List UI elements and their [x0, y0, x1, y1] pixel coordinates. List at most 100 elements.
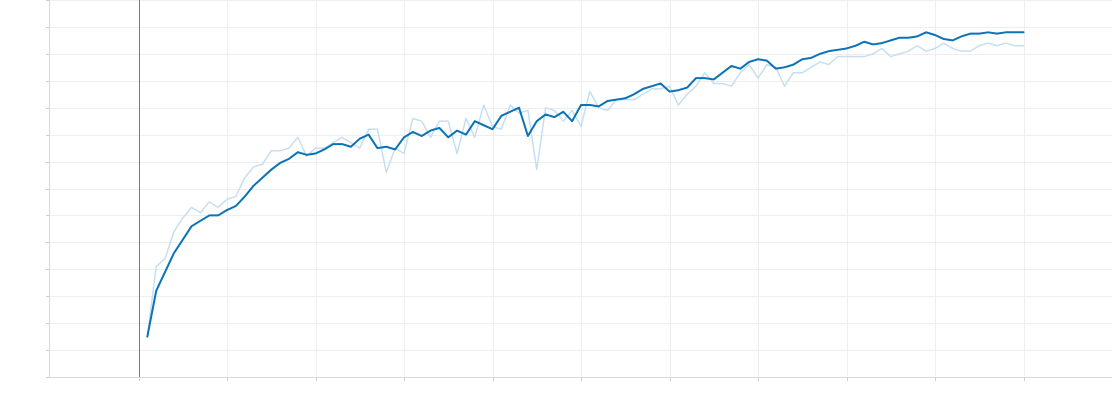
- smoothed-data-point: [253, 185, 254, 186]
- smoothed-data-point: [545, 114, 546, 115]
- smoothed-data-point: [598, 106, 599, 107]
- smoothed-data-point: [306, 154, 307, 155]
- raw-data-point: [890, 56, 891, 57]
- raw-data-point: [651, 88, 652, 89]
- grid-layer: [50, 0, 1112, 378]
- raw-data-point: [766, 64, 767, 65]
- raw-series-line: [146, 42, 1025, 338]
- raw-data-point: [961, 51, 962, 52]
- smoothed-data-point: [881, 42, 882, 43]
- smoothed-data-point: [386, 146, 387, 147]
- smoothed-data-point: [403, 137, 404, 138]
- raw-data-point: [740, 72, 741, 73]
- smoothed-data-point: [1014, 32, 1015, 33]
- raw-data-point: [430, 137, 431, 138]
- raw-data-point: [828, 64, 829, 65]
- raw-data-point: [864, 56, 865, 57]
- smoothed-data-point: [244, 196, 245, 197]
- smoothed-data-point: [864, 41, 865, 42]
- smoothed-data-point: [448, 137, 449, 138]
- raw-data-point: [757, 77, 758, 78]
- raw-data-point: [377, 129, 378, 130]
- raw-data-point: [527, 110, 528, 111]
- raw-data-point: [545, 107, 546, 108]
- smoothed-data-point: [722, 72, 723, 73]
- smoothed-data-point: [173, 253, 174, 254]
- smoothed-data-point: [359, 138, 360, 139]
- raw-data-point: [642, 94, 643, 95]
- raw-data-point: [536, 169, 537, 170]
- smoothed-data-point: [430, 130, 431, 131]
- smoothed-data-point: [731, 65, 732, 66]
- smoothed-data-point: [324, 149, 325, 150]
- smoothed-data-point: [1005, 32, 1006, 33]
- smoothed-data-point: [580, 104, 581, 105]
- raw-data-point: [235, 196, 236, 197]
- raw-data-point: [209, 201, 210, 202]
- smoothed-data-point: [527, 135, 528, 136]
- smoothed-data-point: [926, 32, 927, 33]
- smoothed-data-point: [492, 129, 493, 130]
- smoothed-data-point: [828, 51, 829, 52]
- raw-data-point: [899, 53, 900, 54]
- smoothed-data-point: [872, 44, 873, 45]
- raw-data-point: [634, 99, 635, 100]
- raw-data-point: [695, 86, 696, 87]
- smoothed-data-point: [182, 239, 183, 240]
- raw-data-point: [811, 67, 812, 68]
- smoothed-data-point: [642, 88, 643, 89]
- axis-layer: [46, 0, 1112, 381]
- raw-data-point: [943, 42, 944, 43]
- series-layer: [146, 31, 1025, 338]
- smoothed-data-point: [421, 135, 422, 136]
- raw-data-point: [448, 121, 449, 122]
- raw-data-point: [793, 72, 794, 73]
- raw-data-point: [970, 51, 971, 52]
- raw-data-point: [510, 104, 511, 105]
- smoothed-data-point: [297, 152, 298, 153]
- smoothed-data-point: [988, 32, 989, 33]
- raw-data-point: [457, 153, 458, 154]
- smoothed-data-point: [775, 68, 776, 69]
- smoothed-data-point: [288, 158, 289, 159]
- raw-data-point: [271, 150, 272, 151]
- raw-data-point: [819, 61, 820, 62]
- smoothed-data-point: [333, 143, 334, 144]
- smoothed-data-point: [164, 271, 165, 272]
- raw-data-point: [580, 126, 581, 127]
- smoothed-data-point: [315, 153, 316, 154]
- smoothed-data-point: [572, 121, 573, 122]
- smoothed-data-point: [704, 77, 705, 78]
- raw-data-point: [226, 199, 227, 200]
- smoothed-data-point: [280, 162, 281, 163]
- smoothed-data-point: [811, 57, 812, 58]
- smoothed-data-point: [766, 60, 767, 61]
- smoothed-data-point: [439, 127, 440, 128]
- raw-data-point: [749, 64, 750, 65]
- raw-data-point: [669, 86, 670, 87]
- smoothed-data-point: [651, 86, 652, 87]
- smoothed-data-point: [917, 36, 918, 37]
- smoothed-data-point: [793, 64, 794, 65]
- raw-data-point: [713, 83, 714, 84]
- raw-data-point: [350, 142, 351, 143]
- raw-data-point: [678, 104, 679, 105]
- smoothed-data-point: [819, 53, 820, 54]
- raw-data-point: [704, 72, 705, 73]
- smoothed-data-point: [996, 33, 997, 34]
- raw-data-point: [297, 137, 298, 138]
- raw-data-point: [412, 118, 413, 119]
- smoothed-data-point: [501, 115, 502, 116]
- smoothed-data-point: [607, 100, 608, 101]
- raw-data-point: [341, 137, 342, 138]
- smoothed-data-point: [377, 148, 378, 149]
- smoothed-data-point: [952, 40, 953, 41]
- raw-data-point: [501, 129, 502, 130]
- raw-data-point: [802, 72, 803, 73]
- smoothed-data-point: [368, 134, 369, 135]
- raw-data-point: [846, 56, 847, 57]
- smoothed-series-line: [146, 31, 1025, 338]
- smoothed-data-point: [695, 77, 696, 78]
- raw-data-point: [518, 113, 519, 114]
- raw-data-point: [1014, 45, 1015, 46]
